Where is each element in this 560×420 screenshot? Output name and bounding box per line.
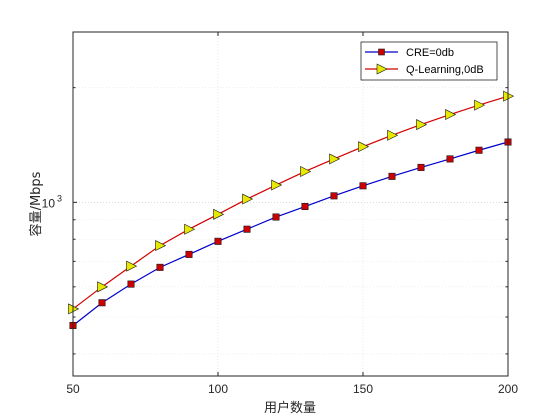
data-point-qlearning (155, 240, 167, 252)
data-point-cre (185, 250, 193, 258)
x-tick-label: 50 (66, 382, 80, 396)
data-point-qlearning (242, 193, 254, 205)
ticks (72, 32, 509, 376)
data-point-qlearning (387, 129, 399, 141)
data-point-qlearning (416, 119, 428, 131)
y-tick-label-exponent: 3 (57, 193, 62, 203)
data-point-qlearning (329, 153, 341, 165)
data-point-cre (301, 203, 309, 211)
data-point-qlearning (474, 99, 486, 111)
data-point-cre (98, 299, 106, 307)
data-point-qlearning (300, 165, 312, 177)
plot-area (73, 32, 508, 376)
data-point-cre (330, 192, 338, 200)
y-tick-label: 10 3 (42, 193, 62, 210)
data-point-cre (272, 213, 280, 221)
data-point-cre (446, 155, 454, 163)
legend: CRE=0db Q-Learning,0dB (360, 41, 498, 81)
data-point-cre (156, 263, 164, 271)
legend-label-qlearning: Q-Learning,0dB (406, 64, 484, 76)
data-point-qlearning (271, 179, 283, 191)
data-point-cre (127, 280, 135, 288)
data-point-cre (417, 163, 425, 171)
legend-box (360, 41, 498, 81)
series-line-cre (72, 141, 509, 326)
data-point-qlearning (97, 281, 109, 293)
legend-marker-cre (378, 48, 385, 56)
x-tick-label: 200 (498, 382, 518, 396)
x-axis-label: 用户数量 (264, 400, 316, 416)
data-point-cre (359, 182, 367, 190)
data-point-qlearning (358, 141, 370, 153)
data-point-qlearning (213, 208, 225, 220)
data-point-qlearning (184, 223, 196, 235)
series-line-qlearning (72, 95, 509, 310)
data-point-cre (243, 225, 251, 233)
y-tick-label-base: 10 (42, 196, 56, 210)
data-point-qlearning (126, 260, 138, 272)
data-point-cre (388, 172, 396, 180)
data-point-qlearning (445, 109, 457, 121)
legend-label-cre: CRE=0db (406, 47, 454, 59)
x-tick-label: 100 (208, 382, 228, 396)
plot-frame (72, 31, 509, 377)
data-point-cre (214, 237, 222, 245)
tick-labels: 50 100 150 200 10 3 (42, 193, 519, 396)
data-point-cre (475, 146, 483, 154)
x-tick-label: 150 (353, 382, 373, 396)
grid (73, 32, 508, 376)
legend-marker-qlearning (376, 63, 388, 75)
y-axis-label: 容量/Mbps (28, 171, 44, 236)
